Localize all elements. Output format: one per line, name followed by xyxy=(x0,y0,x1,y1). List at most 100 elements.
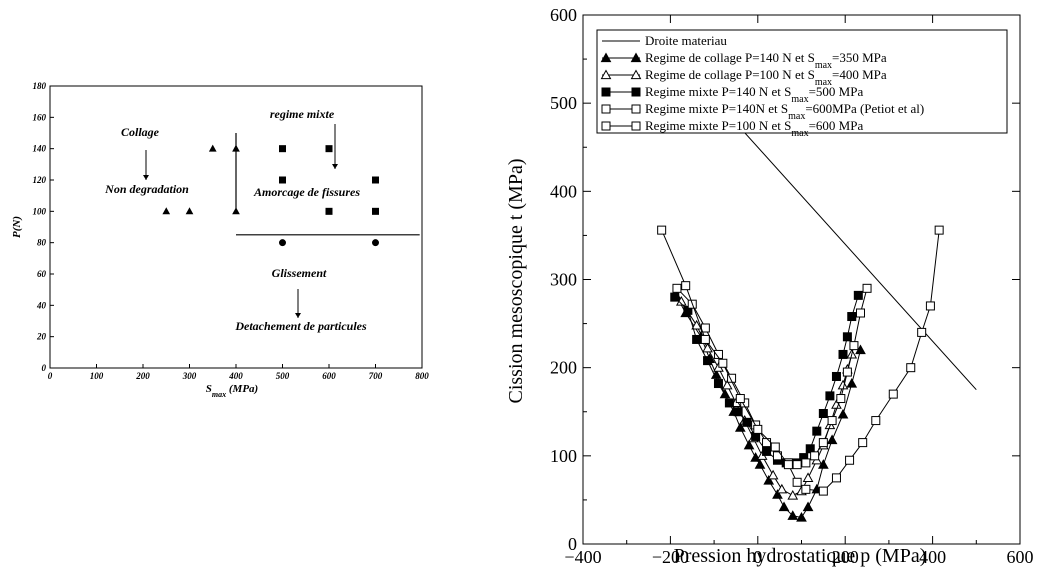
series-point xyxy=(934,225,944,235)
series-point xyxy=(727,373,737,383)
annotation-regime-mixte: regime mixte xyxy=(270,107,335,121)
left-y-tick-label: 80 xyxy=(37,238,47,248)
legend-label-main: Regime de collage P=100 N et S xyxy=(645,67,815,82)
arrow-head xyxy=(295,313,301,318)
legend-marker-start xyxy=(601,121,611,131)
left-point-square xyxy=(372,207,379,215)
left-point-square xyxy=(279,176,286,184)
series-point xyxy=(692,334,702,344)
legend-row-4: Regime mixte P=140N et Smax=600MPa (Peti… xyxy=(601,101,924,122)
legend-row-material: Droite materiau xyxy=(602,33,727,48)
left-x-tick-label: 100 xyxy=(90,371,104,381)
legend-marker-end xyxy=(630,52,642,63)
legend-marker-start xyxy=(600,69,612,80)
left-point-square xyxy=(325,207,333,215)
series-point xyxy=(831,371,841,381)
left-x-tick-label: 500 xyxy=(276,371,290,381)
left-y-tick-label: 140 xyxy=(33,144,47,154)
legend-label-sub: max xyxy=(788,111,805,122)
legend-label-rest: =600MPa (Petiot et al) xyxy=(805,101,924,116)
left-point-circle xyxy=(279,239,286,247)
legend-row-2: Regime de collage P=100 N et Smax=400 MP… xyxy=(600,67,887,88)
series-point xyxy=(849,341,859,351)
left-arrows xyxy=(143,124,338,318)
right-x-tick-label: 400 xyxy=(919,547,946,567)
left-x-label-unit: (MPa) xyxy=(226,383,258,395)
series-point xyxy=(754,459,766,469)
series-point xyxy=(847,312,857,322)
series-point xyxy=(703,356,713,366)
legend-marker-end xyxy=(631,104,641,114)
legend-label: Regime de collage P=140 N et Smax=350 MP… xyxy=(645,50,887,71)
annotation-collage: Collage xyxy=(121,125,160,139)
series-point xyxy=(700,334,710,344)
series-point xyxy=(670,292,680,302)
legend-marker-end xyxy=(631,121,641,131)
right-y-axis-label: Cission mesoscopique t (MPa) xyxy=(505,159,527,404)
left-chart: 0 100 200 300 400 500 600 700 800 0 20 40 60 80 100 120… xyxy=(11,81,429,399)
left-x-tick-label: 0 xyxy=(48,371,53,381)
series-point xyxy=(718,358,728,368)
series-point xyxy=(842,332,852,342)
left-point-square xyxy=(325,145,333,153)
left-y-tick-label: 180 xyxy=(33,81,47,91)
series-point xyxy=(787,510,799,520)
series-point xyxy=(825,391,835,401)
legend-label-main: Regime de collage P=140 N et S xyxy=(645,50,815,65)
series-point xyxy=(917,327,927,337)
legend-row-1: Regime de collage P=140 N et Smax=350 MP… xyxy=(600,50,887,71)
left-y-tick-label: 160 xyxy=(33,112,47,122)
series-point xyxy=(846,378,858,388)
series-point xyxy=(743,439,755,450)
series-point xyxy=(818,409,828,419)
right-series xyxy=(657,225,944,522)
legend-label: Droite materiau xyxy=(645,33,727,48)
legend-label-main: Regime mixte P=140N et S xyxy=(645,101,788,116)
left-point-triangle xyxy=(232,144,240,152)
series-point xyxy=(733,407,743,417)
legend-row-3: Regime mixte P=140 N et Smax=500 MPa xyxy=(601,84,863,105)
legend-label-rest: =600 MPa xyxy=(809,118,864,133)
left-x-tick-label: 200 xyxy=(135,371,150,381)
left-point-triangle xyxy=(208,144,217,152)
legend-label-rest: =350 MPa xyxy=(832,50,887,65)
left-x-tick-label: 700 xyxy=(369,371,383,381)
series-point xyxy=(801,458,811,468)
series-point xyxy=(792,477,802,487)
series-point xyxy=(719,388,731,399)
left-point-triangle xyxy=(162,207,171,215)
series-point xyxy=(801,484,811,494)
right-x-tick-label: 200 xyxy=(832,547,859,567)
left-y-tick-label: 20 xyxy=(36,332,47,342)
left-x-label-main: S xyxy=(206,383,212,395)
series-point xyxy=(763,474,775,485)
annotation-non-degradation: Non degradation xyxy=(104,182,189,196)
legend-marker-end xyxy=(631,87,641,97)
series-point xyxy=(837,408,849,419)
arrow-head xyxy=(332,164,338,169)
right-y-tick-label: 600 xyxy=(550,5,577,25)
left-ticks: 0 100 200 300 400 500 600 700 800 0 20 40 60 80 100 120… xyxy=(33,81,430,381)
right-x-tick-label: 600 xyxy=(1007,547,1034,567)
series-point xyxy=(792,460,802,470)
series-point xyxy=(862,283,872,293)
legend-label-main: Regime mixte P=100 N et S xyxy=(645,118,791,133)
series-point xyxy=(681,281,691,291)
series-5 xyxy=(657,225,944,496)
series-point xyxy=(770,442,780,452)
left-x-label-sub: max xyxy=(212,390,226,399)
right-y-tick-label: 400 xyxy=(550,181,577,201)
left-y-tick-label: 100 xyxy=(33,206,47,216)
series-point xyxy=(831,473,841,483)
series-point xyxy=(762,446,772,456)
arrow-head xyxy=(143,175,149,180)
left-point-circle xyxy=(372,239,379,247)
series-point xyxy=(888,389,898,399)
legend-row-5: Regime mixte P=100 N et Smax=600 MPa xyxy=(601,118,864,139)
series-point xyxy=(838,349,848,359)
series-point xyxy=(871,416,881,426)
legend-label-rest: =400 MPa xyxy=(832,67,887,82)
series-point xyxy=(818,438,828,448)
series-point xyxy=(778,501,790,512)
right-ticks: −400 −200 0 200 400 600 0 100 200 300 400 500 600 xyxy=(550,5,1034,567)
